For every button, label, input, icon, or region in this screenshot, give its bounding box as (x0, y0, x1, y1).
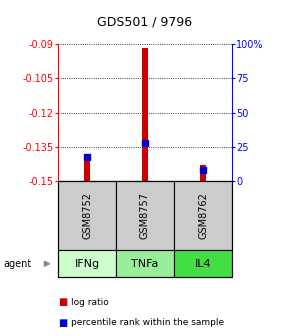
Text: agent: agent (3, 259, 31, 269)
Bar (200, 165, 206, 181)
Point (143, 140, 147, 145)
Point (85, 154, 89, 159)
Bar (84, 155, 90, 181)
Text: GSM8752: GSM8752 (82, 193, 92, 239)
Text: log ratio: log ratio (71, 298, 109, 307)
Text: GSM8757: GSM8757 (140, 193, 150, 239)
Text: ■: ■ (58, 297, 67, 307)
Bar (142, 48, 148, 181)
Text: IL4: IL4 (195, 259, 211, 269)
Text: GDS501 / 9796: GDS501 / 9796 (97, 15, 193, 28)
Text: IFNg: IFNg (75, 259, 99, 269)
Text: TNFa: TNFa (131, 259, 159, 269)
Text: ■: ■ (58, 318, 67, 328)
Point (201, 168, 205, 173)
Text: percentile rank within the sample: percentile rank within the sample (71, 318, 224, 327)
Text: GSM8762: GSM8762 (198, 193, 208, 239)
